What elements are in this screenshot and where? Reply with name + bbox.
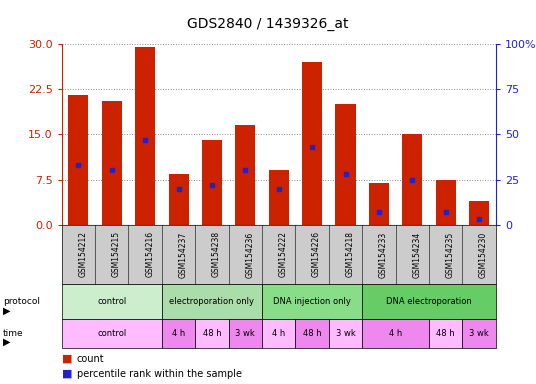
Bar xyxy=(202,141,222,225)
Text: DNA injection only: DNA injection only xyxy=(273,297,351,306)
Text: 3 wk: 3 wk xyxy=(235,329,255,338)
Text: GSM154237: GSM154237 xyxy=(178,231,188,278)
Bar xyxy=(235,125,255,225)
Text: GSM154215: GSM154215 xyxy=(111,231,121,278)
Text: 3 wk: 3 wk xyxy=(469,329,489,338)
Text: percentile rank within the sample: percentile rank within the sample xyxy=(77,369,242,379)
Text: time: time xyxy=(3,329,23,338)
Text: control: control xyxy=(97,297,126,306)
Text: GSM154230: GSM154230 xyxy=(479,231,488,278)
Bar xyxy=(469,200,489,225)
Text: GSM154235: GSM154235 xyxy=(446,231,455,278)
Text: GSM154212: GSM154212 xyxy=(78,232,87,277)
Bar xyxy=(403,134,422,225)
Text: 4 h: 4 h xyxy=(272,329,285,338)
Text: ■: ■ xyxy=(62,369,72,379)
Text: 48 h: 48 h xyxy=(436,329,455,338)
Text: 48 h: 48 h xyxy=(303,329,322,338)
Text: GSM154216: GSM154216 xyxy=(145,231,154,278)
Bar xyxy=(168,174,189,225)
Bar xyxy=(369,182,389,225)
Text: GSM154226: GSM154226 xyxy=(312,231,321,278)
Bar xyxy=(102,101,122,225)
Text: 4 h: 4 h xyxy=(389,329,402,338)
Bar xyxy=(68,95,88,225)
Text: ▶: ▶ xyxy=(3,336,10,347)
Text: control: control xyxy=(97,329,126,338)
Text: protocol: protocol xyxy=(3,297,40,306)
Text: GSM154234: GSM154234 xyxy=(412,231,421,278)
Text: ■: ■ xyxy=(62,354,72,364)
Text: ▶: ▶ xyxy=(3,306,10,316)
Text: DNA electroporation: DNA electroporation xyxy=(386,297,472,306)
Text: GSM154222: GSM154222 xyxy=(279,232,288,277)
Bar xyxy=(436,180,456,225)
Text: GSM154233: GSM154233 xyxy=(379,231,388,278)
Text: count: count xyxy=(77,354,105,364)
Text: electroporation only: electroporation only xyxy=(169,297,255,306)
Bar xyxy=(269,170,289,225)
Bar xyxy=(336,104,355,225)
Bar xyxy=(302,62,322,225)
Text: GSM154218: GSM154218 xyxy=(346,232,354,277)
Text: GSM154238: GSM154238 xyxy=(212,231,221,278)
Text: 4 h: 4 h xyxy=(172,329,185,338)
Text: GDS2840 / 1439326_at: GDS2840 / 1439326_at xyxy=(187,17,349,31)
Text: 3 wk: 3 wk xyxy=(336,329,355,338)
Text: GSM154236: GSM154236 xyxy=(245,231,254,278)
Text: 48 h: 48 h xyxy=(203,329,221,338)
Bar xyxy=(135,47,155,225)
